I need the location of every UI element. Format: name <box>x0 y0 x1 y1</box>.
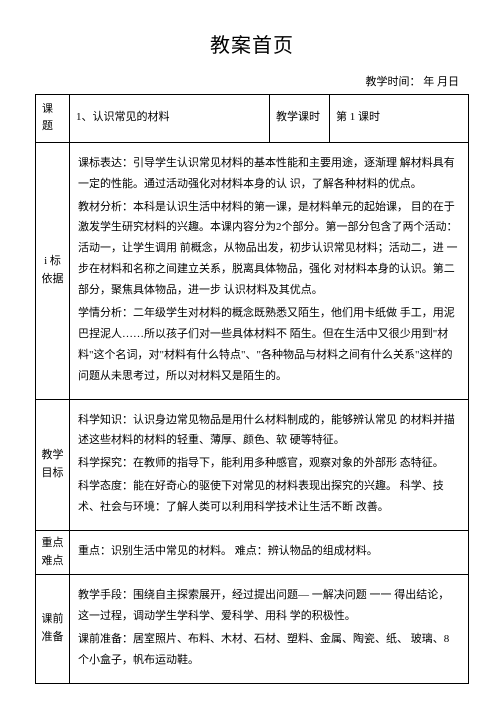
zhunbei-p2: 课前准备：居室照片、布料、木材、石材、塑料、金属、陶瓷、纸、 玻璃、8个小盒子，… <box>78 629 460 671</box>
lesson-plan-table: 课题 1、认识常见的材料 教学课时 第 1 课时 i 标 依据 课标表达：引导学… <box>35 94 469 684</box>
yiju-p3: 学情分析：二年级学生对材料的概念既熟悉又陌生，他们用卡纸做 手工，用泥巴捏泥人…… <box>78 303 460 387</box>
mubiao-label: 教学目标 <box>36 399 70 530</box>
keti-value: 1、认识常见的材料 <box>70 94 270 142</box>
zhongdian-row: 重点难点 重点：识别生活中常见的材料。 难点：辨认物品的组成材料。 <box>36 531 469 575</box>
header-row: 课题 1、认识常见的材料 教学课时 第 1 课时 <box>36 94 469 142</box>
keti-label: 课题 <box>36 94 70 142</box>
mubiao-row: 教学目标 科学知识：认识身边常见物品是用什么材料制成的，能够辨认常见 的材料并描… <box>36 399 469 530</box>
zhunbei-label: 课前准备 <box>36 575 70 684</box>
mubiao-content: 科学知识：认识身边常见物品是用什么材料制成的，能够辨认常见 的材料并描述这些材料… <box>70 399 469 530</box>
zhunbei-p1: 教学手段：围绕自主探索展开，经过提出问题— 一解决问题 一一 得出结论，这一过程… <box>78 585 460 627</box>
keshi-label: 教学课时 <box>270 94 330 142</box>
time-row: 教学时间： 年 月日 <box>35 74 469 92</box>
time-label: 教学时间： <box>366 76 421 88</box>
zhongdian-content: 重点：识别生活中常见的材料。 难点：辨认物品的组成材料。 <box>70 531 469 575</box>
zhongdian-text: 重点：识别生活中常见的材料。 难点：辨认物品的组成材料。 <box>78 541 460 562</box>
zhongdian-label: 重点难点 <box>36 531 70 575</box>
yiju-content: 课标表达：引导学生认识常见材料的基本性能和主要用途，逐渐理 解材料具有一定的性能… <box>70 142 469 399</box>
mubiao-p1: 科学知识：认识身边常见物品是用什么材料制成的，能够辨认常见 的材料并描述这些材料… <box>78 410 460 452</box>
yiju-label: i 标 依据 <box>36 142 70 399</box>
zhunbei-content: 教学手段：围绕自主探索展开，经过提出问题— 一解决问题 一一 得出结论，这一过程… <box>70 575 469 684</box>
keshi-value: 第 1 课时 <box>330 94 469 142</box>
mubiao-p2: 科学探究：在教师的指导下，能利用多种感官，观察对象的外部形 态特征。 <box>78 453 460 474</box>
zhunbei-row: 课前准备 教学手段：围绕自主探索展开，经过提出问题— 一解决问题 一一 得出结论… <box>36 575 469 684</box>
yiju-p2: 教材分析：本科是认识生活中材料的第一课，是材料单元的起始课， 目的在于激发学生研… <box>78 197 460 301</box>
yiju-row: i 标 依据 课标表达：引导学生认识常见材料的基本性能和主要用途，逐渐理 解材料… <box>36 142 469 399</box>
mubiao-p3: 科学态度：能在好奇心的驱使下对常见的材料表现出探究的兴趣。 科学、技术、社会与环… <box>78 476 460 518</box>
page-title: 教案首页 <box>35 30 469 62</box>
yiju-p1: 课标表达：引导学生认识常见材料的基本性能和主要用途，逐渐理 解材料具有一定的性能… <box>78 153 460 195</box>
time-value: 年 月日 <box>423 76 459 88</box>
